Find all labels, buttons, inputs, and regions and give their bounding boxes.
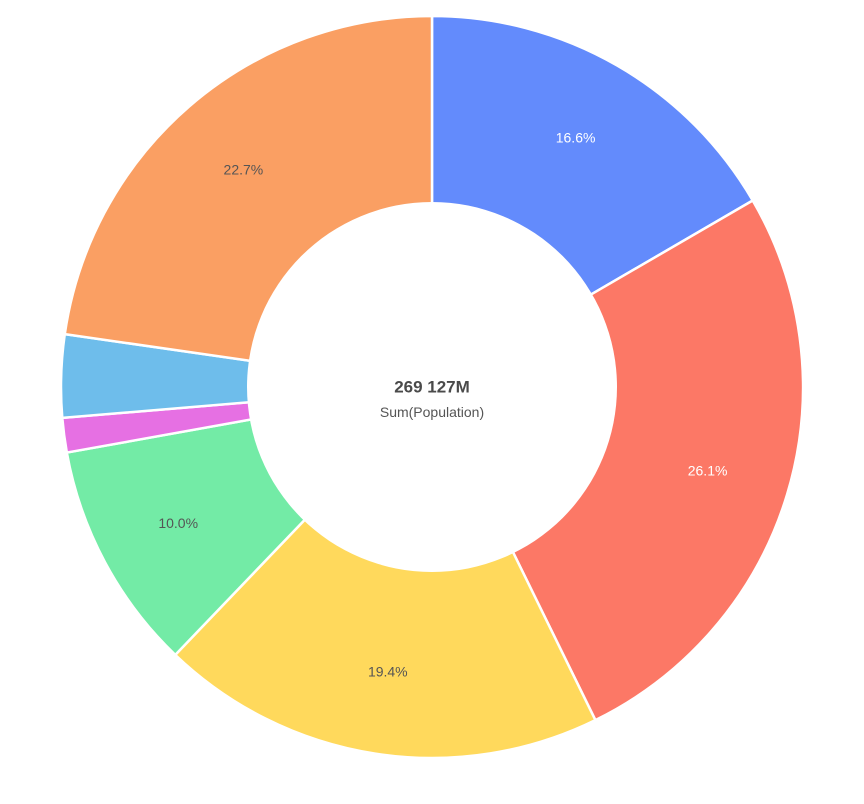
center-caption: Sum(Population): [380, 404, 484, 420]
slice-label-3: 19.4%: [368, 664, 408, 680]
slice-label-4: 10.0%: [158, 515, 198, 531]
donut-slice-2[interactable]: [430, 199, 805, 722]
center-total-value: 269 127M: [394, 378, 470, 397]
slice-label-1: 16.6%: [556, 129, 596, 145]
donut-hole: [247, 202, 617, 572]
slice-label-2: 26.1%: [688, 463, 728, 479]
donut-slice-3[interactable]: [174, 385, 597, 760]
center-summary: 269 127M Sum(Population): [380, 378, 484, 421]
slice-label-7: 22.7%: [224, 161, 264, 177]
slice-labels: 16.6% 26.1% 19.4% 10.0% 22.7%: [158, 129, 727, 679]
